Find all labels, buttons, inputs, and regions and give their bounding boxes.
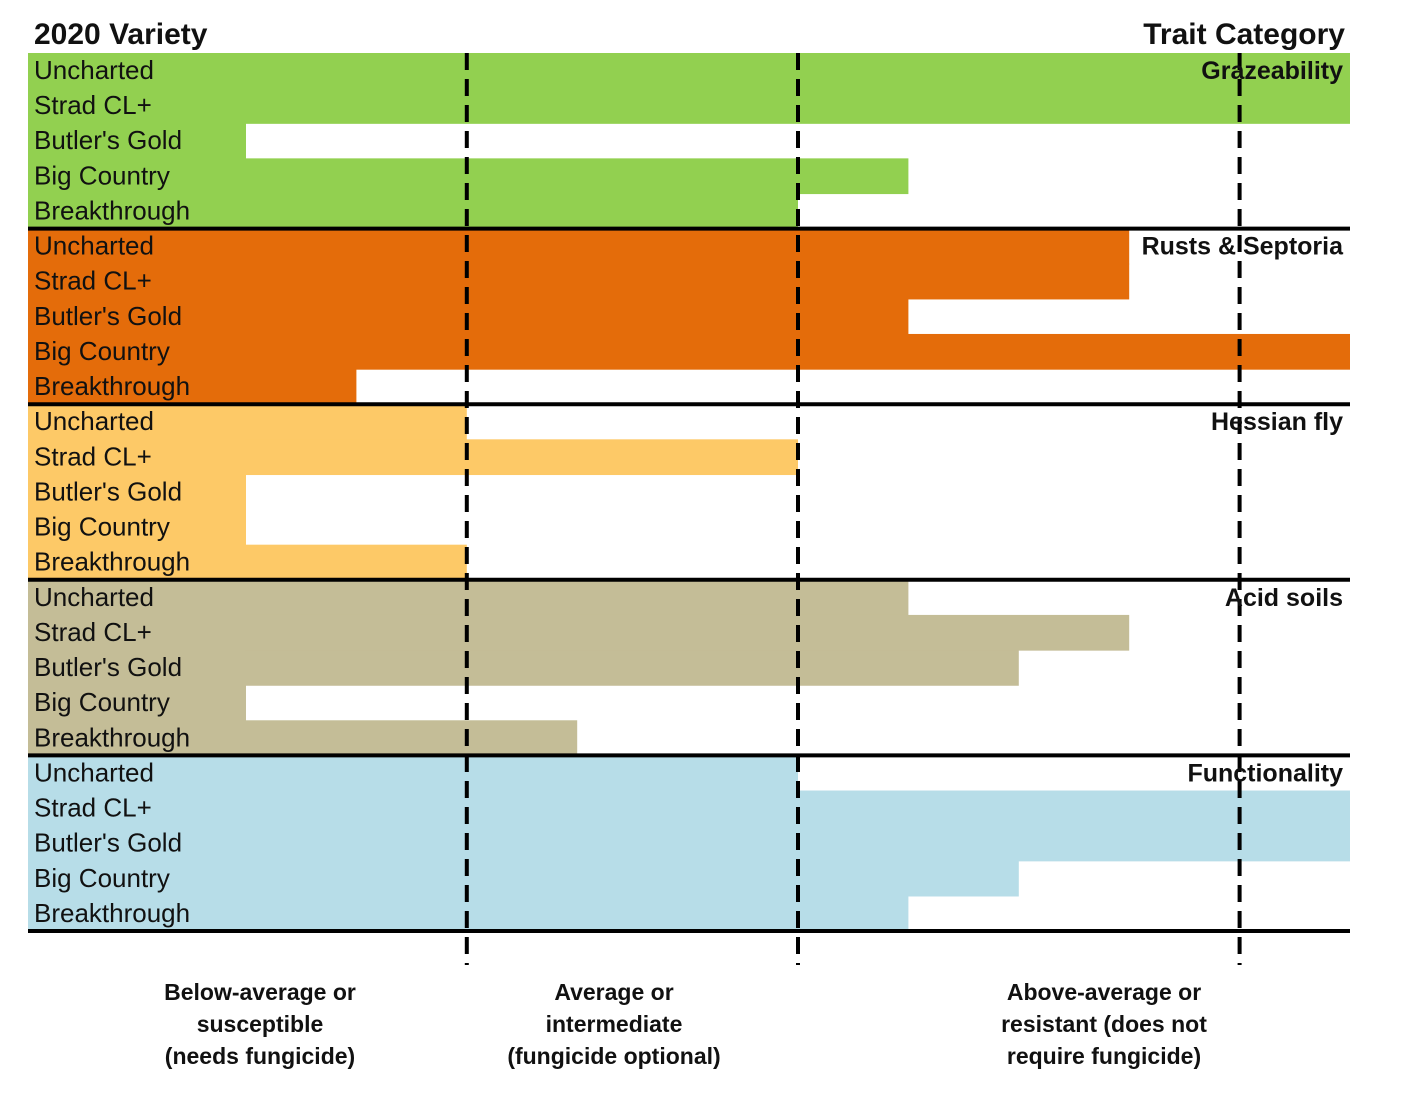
variety-label: Uncharted	[34, 55, 154, 85]
variety-label: Butler's Gold	[34, 476, 182, 506]
category-labels: Grazeability Rusts & Septoria Hessian fly A…	[1142, 57, 1345, 787]
bar-hessian-fly-strad-cl	[245, 439, 798, 476]
bar-rusts-septoria-uncharted	[245, 228, 1130, 265]
variety-label: Strad CL+	[34, 441, 152, 471]
bar-acid-soils-uncharted	[245, 579, 909, 616]
variety-label: Breakthrough	[34, 547, 190, 577]
scale-label-line: resistant (does not	[1001, 1011, 1207, 1037]
separator-lines	[28, 226, 1350, 933]
scale-label-line: (fungicide optional)	[507, 1043, 720, 1069]
bar-rusts-septoria-butler-s-gold	[245, 298, 909, 335]
scale-label-line: (needs fungicide)	[165, 1043, 355, 1069]
variety-label: Breakthrough	[34, 898, 190, 928]
variety-label: Big Country	[34, 336, 170, 366]
variety-label: Strad CL+	[34, 793, 152, 823]
category-bands	[28, 53, 246, 931]
reference-lines	[464, 53, 1242, 965]
bar-functionality-breakthrough	[245, 895, 909, 932]
bar-acid-soils-breakthrough	[245, 720, 578, 756]
scale-label-line: require fungicide)	[1007, 1043, 1201, 1069]
scale-labels: Below-average or susceptible (needs fungic…	[164, 979, 1207, 1069]
variety-label: Big Country	[34, 160, 170, 190]
band-acid-soils	[28, 579, 246, 756]
category-label-acid-soils: Acid soils	[1225, 584, 1343, 612]
variety-label: Big Country	[34, 863, 170, 893]
bar-acid-soils-butler-s-gold	[245, 650, 1019, 686]
variety-label: Big Country	[34, 687, 170, 717]
scale-label-line: intermediate	[546, 1011, 683, 1037]
variety-label: Butler's Gold	[34, 125, 182, 155]
band-rusts-septoria	[28, 228, 246, 405]
bar-grazeability-big-country	[245, 158, 909, 195]
variety-label: Big Country	[34, 512, 170, 542]
scale-label-line: Average or	[554, 979, 673, 1005]
variety-label: Uncharted	[34, 406, 154, 436]
bars-layer	[245, 53, 1350, 932]
bar-acid-soils-strad-cl	[245, 614, 1130, 651]
bar-functionality-uncharted	[245, 755, 798, 792]
category-label-hessian-fly: Hessian fly	[1211, 408, 1343, 436]
variety-label: Strad CL+	[34, 617, 152, 647]
variety-label: Uncharted	[34, 582, 154, 612]
category-label-grazeability: Grazeability	[1201, 57, 1343, 85]
variety-label: Butler's Gold	[34, 828, 182, 858]
bar-grazeability-breakthrough	[245, 193, 798, 230]
variety-label: Uncharted	[34, 757, 154, 787]
band-functionality	[28, 755, 246, 931]
category-label-functionality: Functionality	[1187, 759, 1343, 787]
scale-label-line: Above-average or	[1007, 979, 1201, 1005]
bar-functionality-big-country	[245, 860, 1019, 897]
variety-labels: Uncharted Strad CL+ Butler's Gold Big Count…	[34, 55, 190, 928]
bar-hessian-fly-uncharted	[245, 404, 467, 440]
band-hessian-fly	[28, 404, 246, 580]
variety-label: Strad CL+	[34, 90, 152, 120]
variety-label: Breakthrough	[34, 195, 190, 225]
band-grazeability	[28, 53, 246, 229]
scale-label-line: Below-average or	[164, 979, 356, 1005]
category-label-rusts-septoria: Rusts & Septoria	[1142, 233, 1345, 261]
bar-rusts-septoria-strad-cl	[245, 263, 1130, 300]
variety-label: Breakthrough	[34, 722, 190, 752]
bar-rusts-septoria-breakthrough	[245, 369, 357, 405]
variety-label: Butler's Gold	[34, 652, 182, 682]
variety-label: Butler's Gold	[34, 301, 182, 331]
scale-label-line: susceptible	[197, 1011, 324, 1037]
variety-label: Strad CL+	[34, 266, 152, 296]
variety-label: Uncharted	[34, 231, 154, 261]
variety-label: Breakthrough	[34, 371, 190, 401]
bar-hessian-fly-breakthrough	[245, 544, 467, 581]
left-header: 2020 Variety	[34, 18, 208, 51]
right-header: Trait Category	[1143, 18, 1345, 51]
